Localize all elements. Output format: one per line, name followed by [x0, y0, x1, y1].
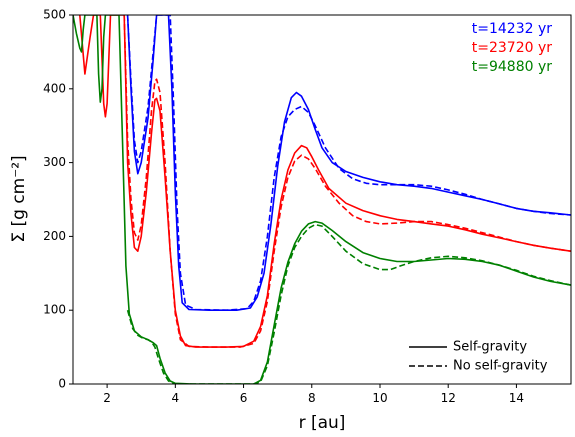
legend: Self-gravity No self-gravity	[409, 340, 548, 374]
x-axis-label: r [au]	[299, 413, 346, 433]
time-label-red: t=23720 yr	[472, 40, 552, 56]
time-label-blue: t=14232 yr	[472, 21, 552, 37]
legend-label-no-self-gravity: No self-gravity	[453, 359, 548, 374]
y-tick-label: 0	[58, 377, 66, 391]
x-axis-ticks: 2 4 6 8 10 12 14	[103, 384, 524, 405]
series-layer	[73, 15, 571, 384]
x-tick-label: 2	[103, 391, 111, 405]
x-tick-label: 14	[509, 391, 524, 405]
legend-label-self-gravity: Self-gravity	[453, 340, 527, 355]
y-tick-label: 400	[43, 81, 66, 95]
x-tick-label: 6	[240, 391, 248, 405]
x-tick-label: 4	[172, 391, 180, 405]
y-tick-label: 300	[43, 155, 66, 169]
series-line-1	[126, 15, 571, 311]
y-tick-label: 100	[43, 303, 66, 317]
y-axis-label: Σ [g cm⁻²]	[9, 155, 29, 242]
y-axis-ticks: 0 100 200 300 400 500	[43, 8, 73, 391]
time-label-green: t=94880 yr	[472, 59, 552, 75]
plot-frame	[72, 14, 572, 385]
x-tick-label: 10	[372, 391, 387, 405]
x-tick-label: 8	[308, 391, 316, 405]
series-line-0	[126, 15, 571, 311]
series-line-3	[123, 15, 571, 348]
x-tick-label: 12	[441, 391, 456, 405]
y-tick-label: 500	[43, 8, 66, 22]
y-tick-label: 200	[43, 229, 66, 243]
